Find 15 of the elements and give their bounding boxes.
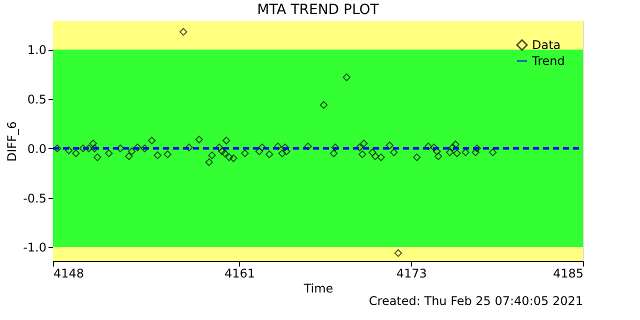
x-tick-label: 4161 xyxy=(224,266,255,280)
y-tick-label: -0.5 xyxy=(23,191,46,206)
y-tick-label: -1.0 xyxy=(23,240,46,255)
y-tick-label: 1.0 xyxy=(27,43,46,58)
y-tick-label: 0.5 xyxy=(27,92,46,107)
chart-title: MTA TREND PLOT xyxy=(257,2,380,18)
legend-label: Data xyxy=(532,38,561,52)
y-tick-label: 0.0 xyxy=(27,142,46,156)
y-axis-title: DIFF_6 xyxy=(5,121,20,162)
text: Created: Thu Feb 25 07:40:05 2021 xyxy=(368,294,583,308)
x-axis-title: Time xyxy=(302,282,334,296)
x-tick-label: 4173 xyxy=(396,266,427,280)
x-tick-label: 4148 xyxy=(54,266,84,280)
x-tick-label: 4185 xyxy=(552,266,584,280)
legend-label: Trend xyxy=(531,54,565,68)
